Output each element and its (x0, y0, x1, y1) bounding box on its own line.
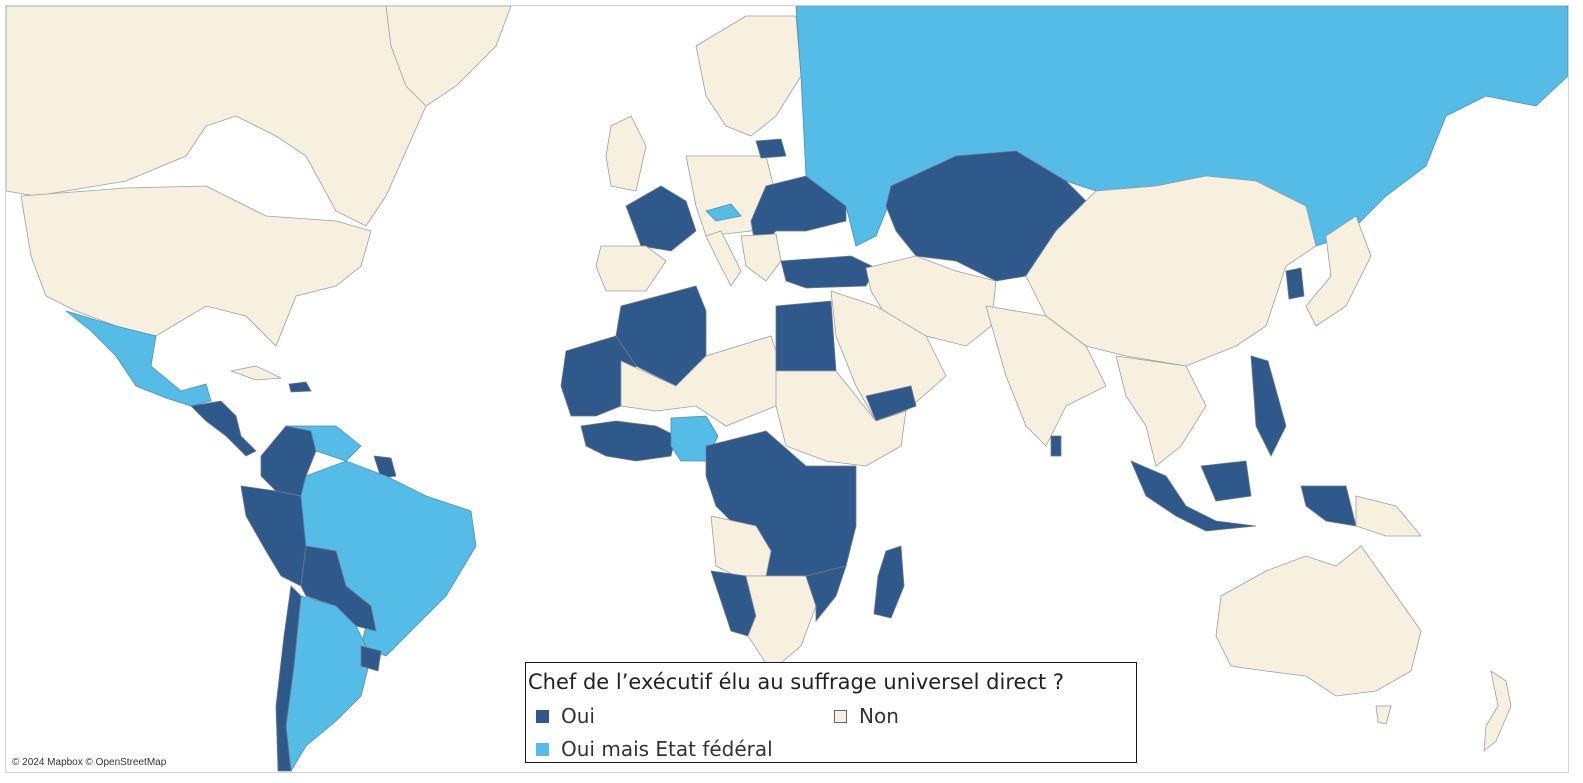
legend-title: Chef de l’exécutif élu au suffrage unive… (528, 670, 1065, 694)
region-uruguay[interactable] (360, 645, 382, 672)
region-png[interactable] (1355, 495, 1422, 537)
region-japan[interactable] (1305, 215, 1372, 327)
region-france[interactable] (625, 185, 697, 252)
legend: Chef de l’exécutif élu au suffrage unive… (525, 662, 1137, 763)
legend-label-non: Non (859, 704, 899, 728)
region-greenland[interactable] (385, 6, 512, 107)
region-borneo-sulawesi[interactable] (1200, 460, 1252, 502)
region-southeast-asia[interactable] (1115, 355, 1207, 467)
region-caucasus-iran[interactable] (865, 255, 997, 347)
region-new-zealand[interactable] (1483, 670, 1512, 752)
region-cuba[interactable] (229, 365, 283, 381)
region-mozambique[interactable] (805, 565, 847, 623)
legend-label-oui: Oui (561, 704, 595, 728)
region-uk[interactable] (605, 115, 647, 192)
region-south-korea[interactable] (1285, 267, 1305, 300)
region-italy[interactable] (705, 230, 742, 287)
region-new-guinea-west[interactable] (1300, 485, 1357, 527)
region-sri-lanka[interactable] (1050, 435, 1062, 457)
region-egypt[interactable] (775, 300, 837, 372)
world-map[interactable]: © 2024 Mapbox © OpenStreetMap (5, 5, 1569, 773)
region-southern-africa[interactable] (745, 575, 817, 672)
region-austria[interactable] (705, 203, 742, 222)
region-peru-ecuador[interactable] (240, 485, 307, 587)
region-bolivia-paraguay[interactable] (300, 545, 377, 632)
region-tasmania[interactable] (1375, 705, 1392, 725)
region-guiana[interactable] (373, 455, 397, 479)
legend-item-oui[interactable]: Oui (536, 704, 595, 728)
region-australia[interactable] (1215, 545, 1422, 697)
region-balkans[interactable] (740, 233, 782, 282)
region-usa[interactable] (20, 185, 372, 347)
legend-item-non[interactable]: Non (834, 704, 899, 728)
legend-swatch-oui-federal (536, 742, 549, 756)
region-turkey[interactable] (780, 255, 877, 289)
map-attribution: © 2024 Mapbox © OpenStreetMap (12, 757, 167, 768)
region-west-africa-coast[interactable] (580, 420, 677, 462)
legend-swatch-non (834, 709, 847, 723)
map-canvas[interactable] (6, 6, 1568, 772)
region-philippines[interactable] (1250, 355, 1287, 457)
legend-swatch-oui (536, 709, 549, 723)
region-hispaniola[interactable] (288, 381, 312, 393)
region-lithuania[interactable] (755, 138, 787, 159)
region-scandinavia[interactable] (695, 15, 802, 137)
region-iberia[interactable] (595, 245, 667, 292)
region-chile[interactable] (275, 585, 302, 772)
region-india-south-asia[interactable] (985, 305, 1107, 447)
region-central-america[interactable] (190, 400, 257, 457)
region-sudan-horn[interactable] (775, 370, 907, 467)
legend-item-oui-federal[interactable]: Oui mais Etat fédéral (536, 737, 773, 761)
legend-label-oui-federal: Oui mais Etat fédéral (561, 737, 773, 761)
region-mexico[interactable] (65, 310, 212, 407)
region-yemen[interactable] (865, 385, 917, 422)
region-indonesia-west[interactable] (1130, 460, 1257, 532)
region-madagascar[interactable] (873, 545, 905, 619)
region-mauritania-mali-west[interactable] (560, 335, 637, 417)
